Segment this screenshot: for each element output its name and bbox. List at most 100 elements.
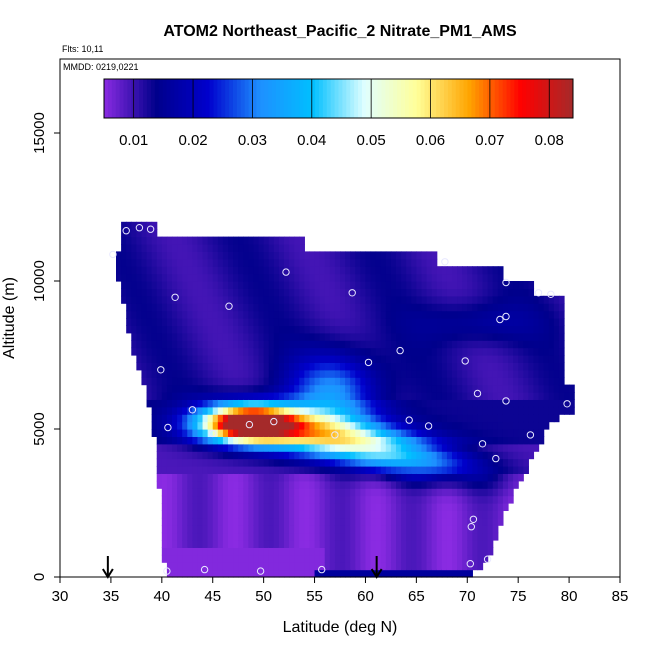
field-cell bbox=[309, 273, 316, 282]
field-cell bbox=[151, 421, 158, 430]
field-cell bbox=[528, 421, 535, 430]
field-cell bbox=[446, 332, 453, 341]
field-cell bbox=[238, 569, 244, 578]
field-cell bbox=[304, 347, 311, 356]
field-cell bbox=[360, 429, 367, 437]
field-cell bbox=[528, 369, 535, 378]
field-cell bbox=[355, 288, 361, 297]
field-cell bbox=[233, 517, 239, 526]
field-cell bbox=[304, 569, 311, 578]
field-cell bbox=[304, 503, 311, 511]
field-cell bbox=[253, 569, 260, 578]
field-cell bbox=[360, 347, 367, 356]
flight-marker-arrow bbox=[102, 556, 114, 579]
field-cell bbox=[141, 325, 148, 334]
field-cell bbox=[380, 503, 387, 511]
field-cell bbox=[345, 480, 351, 489]
field-cell bbox=[253, 406, 260, 415]
field-cell bbox=[228, 273, 234, 282]
field-cell bbox=[548, 340, 555, 349]
field-cell bbox=[207, 562, 214, 571]
field-cell bbox=[151, 369, 158, 378]
field-cell bbox=[314, 495, 321, 504]
field-cell bbox=[411, 288, 417, 297]
field-cell bbox=[273, 480, 280, 489]
field-cell bbox=[217, 458, 224, 467]
field-cell bbox=[350, 451, 356, 460]
field-cell bbox=[431, 258, 438, 267]
field-cell bbox=[258, 488, 265, 497]
field-cell bbox=[172, 340, 178, 349]
field-cell bbox=[228, 562, 234, 571]
field-cell bbox=[309, 258, 316, 267]
field-cell bbox=[233, 480, 239, 489]
field-cell bbox=[502, 466, 509, 474]
field-cell bbox=[253, 517, 260, 526]
field-cell bbox=[431, 377, 438, 386]
field-cell bbox=[345, 532, 351, 541]
field-cell bbox=[508, 281, 514, 289]
field-cell bbox=[319, 295, 326, 304]
field-cell bbox=[416, 369, 423, 378]
field-cell bbox=[436, 347, 443, 356]
field-cell bbox=[401, 532, 407, 541]
field-cell bbox=[289, 525, 295, 534]
field-cell bbox=[222, 473, 229, 482]
field-cell bbox=[513, 347, 519, 356]
field-cell bbox=[345, 303, 351, 312]
field-cell bbox=[558, 332, 565, 341]
field-cell bbox=[406, 503, 412, 511]
field-cell bbox=[324, 369, 331, 378]
field-cell bbox=[406, 458, 412, 467]
field-cell bbox=[294, 258, 300, 267]
sample-point bbox=[483, 555, 492, 563]
field-cell bbox=[441, 517, 448, 526]
field-cell bbox=[177, 436, 183, 445]
field-cell bbox=[258, 251, 265, 260]
field-cell bbox=[273, 310, 280, 319]
field-cell bbox=[263, 281, 270, 289]
field-cell bbox=[166, 288, 173, 297]
field-cell bbox=[380, 517, 387, 526]
field-cell bbox=[207, 517, 214, 526]
field-cell bbox=[309, 362, 316, 371]
field-cell bbox=[202, 355, 209, 363]
y-tick-label: 5000 bbox=[31, 412, 48, 445]
field-cell bbox=[411, 458, 417, 467]
field-cell bbox=[457, 273, 463, 282]
field-cell bbox=[197, 377, 204, 386]
field-cell bbox=[411, 332, 417, 341]
field-cell bbox=[151, 258, 158, 267]
field-cell bbox=[472, 362, 479, 371]
field-cell bbox=[212, 236, 219, 245]
field-cell bbox=[457, 436, 463, 445]
field-cell bbox=[182, 436, 188, 445]
sample-point bbox=[473, 389, 482, 398]
field-cell bbox=[345, 347, 351, 356]
field-cell bbox=[324, 510, 331, 519]
field-cell bbox=[278, 510, 285, 519]
field-cell bbox=[131, 310, 137, 319]
field-cell bbox=[161, 421, 168, 430]
field-cell bbox=[156, 236, 163, 245]
field-cell bbox=[187, 473, 193, 482]
field-cell bbox=[502, 384, 509, 393]
field-cell bbox=[431, 517, 438, 526]
field-cell bbox=[309, 443, 316, 452]
field-cell bbox=[299, 377, 305, 386]
field-cell bbox=[452, 532, 458, 541]
field-cell bbox=[548, 332, 555, 341]
field-cell bbox=[141, 244, 148, 252]
field-cell bbox=[390, 429, 397, 437]
field-cell bbox=[426, 562, 433, 571]
field-cell bbox=[177, 480, 183, 489]
field-cell bbox=[426, 340, 433, 349]
field-cell bbox=[314, 540, 321, 548]
field-cell bbox=[268, 517, 275, 526]
field-cell bbox=[482, 480, 489, 489]
field-cell bbox=[431, 281, 438, 289]
colorbar-swatch bbox=[299, 79, 304, 118]
field-cell bbox=[172, 244, 178, 252]
field-cell bbox=[350, 295, 356, 304]
field-cell bbox=[202, 488, 209, 497]
